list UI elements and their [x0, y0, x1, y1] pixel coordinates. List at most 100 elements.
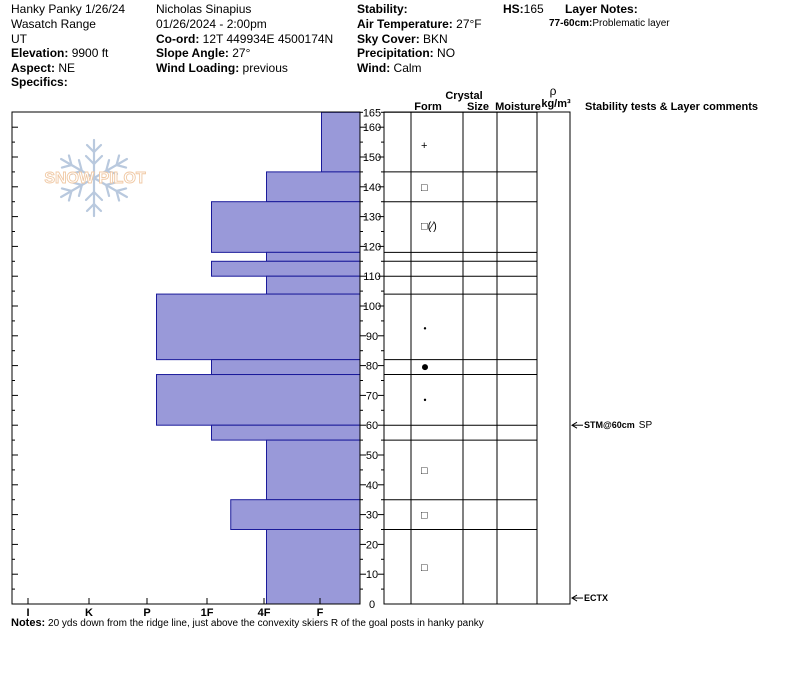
wind-label: Wind:	[357, 61, 391, 75]
test-arrow-head-1	[571, 594, 578, 602]
wind-loading-value: previous	[239, 61, 288, 75]
wind-loading: Wind Loading: previous	[156, 61, 288, 75]
grain-forms: + □ □(⁄) □ □ □	[421, 140, 437, 574]
crystal-frame	[383, 111, 571, 605]
hardness-label-P: P	[143, 607, 150, 619]
elevation-label: Elevation:	[11, 46, 69, 60]
aspect: Aspect: NE	[11, 61, 75, 75]
sky-value: BKN	[419, 32, 448, 46]
sky-label: Sky Cover:	[357, 32, 420, 46]
comments-header: Stability tests & Layer comments	[585, 101, 758, 113]
coordinates: Co-ord: 12T 449934E 4500174N	[156, 32, 333, 46]
stability-test-result-0: SP	[639, 420, 653, 431]
depth-label-110: 110	[363, 271, 381, 283]
depth-label-160: 160	[363, 122, 381, 134]
hardness-bar-10	[266, 439, 361, 501]
slope-value: 27°	[228, 46, 251, 60]
stability-label: Stability:	[357, 2, 408, 16]
elevation: Elevation: 9900 ft	[11, 46, 108, 60]
slope-label: Slope Angle:	[156, 46, 229, 60]
slope-angle: Slope Angle: 27°	[156, 46, 250, 60]
depth-label-40: 40	[366, 480, 378, 492]
depth-label-70: 70	[366, 390, 378, 402]
grain-symbol-7: □	[421, 510, 428, 522]
depth-label-120: 120	[363, 241, 381, 253]
hardness-label-1F: 1F	[201, 607, 214, 619]
depth-label-150: 150	[363, 152, 381, 164]
hardness-bar-9	[211, 424, 361, 441]
stability-test-1: ECTX	[584, 593, 608, 603]
air-temperature: Air Temperature: 27°F	[357, 17, 482, 31]
depth-label-30: 30	[366, 510, 378, 522]
hardness-bar-4	[211, 260, 361, 277]
layer-note: 77-60cm:Problematic layer	[549, 17, 670, 31]
hardness-label-I: I	[26, 607, 29, 619]
depth-label-10: 10	[366, 569, 378, 581]
density-symbol: ρ	[550, 84, 557, 98]
depth-axis: 0 10 20 30 40 50 60 70 80 90 100 110 120 130 140 150 160…	[360, 107, 384, 611]
moisture-header: Moisture	[495, 101, 541, 113]
depth-label-130: 130	[363, 212, 381, 224]
hardness-bar-5	[266, 275, 361, 295]
precip-value: NO	[433, 46, 456, 60]
aspect-value: NE	[55, 61, 76, 75]
elevation-value: 9900 ft	[68, 46, 109, 60]
depth-label-60: 60	[366, 420, 378, 432]
grain-symbol-2: □(⁄)	[421, 221, 437, 233]
snowflake-icon	[55, 138, 133, 218]
coord-value: 12T 449934E 4500174N	[199, 32, 334, 46]
hardness-axis: I K P 1F 4F F	[12, 126, 324, 619]
depth-label-90: 90	[366, 331, 378, 343]
wind-value: Calm	[390, 61, 422, 75]
depth-label-140: 140	[363, 182, 381, 194]
layer-lines	[384, 111, 537, 530]
depth-label-20: 20	[366, 539, 378, 551]
hardness-bar-2	[211, 201, 361, 253]
layer-note-text: Problematic layer	[592, 18, 670, 29]
hs-value: 165	[523, 2, 544, 16]
hardness-label-4F: 4F	[258, 607, 271, 619]
hardness-bar-11	[230, 499, 361, 531]
snow-height: HS:165	[503, 2, 544, 16]
grain-symbol-4	[422, 364, 428, 371]
grain-symbol-1: □	[421, 182, 428, 194]
notes-label: Notes:	[11, 617, 46, 629]
wind: Wind: Calm	[357, 61, 422, 75]
snowpilot-logo: SNOW PILOT	[44, 138, 146, 218]
crystal-header: Crystal	[445, 90, 482, 102]
coord-label: Co-ord:	[156, 32, 200, 46]
air-temp-value: 27°F	[452, 17, 482, 31]
depth-label-80: 80	[366, 361, 378, 373]
hardness-bar-6	[156, 293, 361, 361]
specifics-label: Specifics:	[11, 75, 68, 89]
form-header: Form	[414, 101, 442, 113]
grain-symbol-6: □	[421, 465, 428, 477]
grain-symbol-3	[423, 327, 427, 330]
hardness-bar-7	[211, 359, 361, 376]
grain-symbol-0: +	[421, 140, 427, 152]
hardness-bar-12	[266, 529, 361, 605]
aspect-label: Aspect:	[11, 61, 56, 75]
hardness-bar-0	[321, 111, 361, 173]
hardness-label-K: K	[85, 607, 93, 619]
density-unit: kg/m³	[541, 98, 571, 110]
notes: Notes: 20 yds down from the ridge line, …	[11, 617, 484, 629]
depth-label-100: 100	[363, 301, 381, 313]
depth-label-0: 0	[369, 599, 375, 611]
precipitation: Precipitation: NO	[357, 46, 455, 60]
hs-label: HS:	[503, 2, 524, 16]
profile-title: Hanky Panky 1/26/24	[11, 2, 126, 16]
test-arrow-head-0	[571, 421, 578, 429]
hardness-bar-1	[266, 171, 361, 203]
notes-text: 20 yds down from the ridge line, just ab…	[48, 618, 484, 629]
hardness-bar-3	[266, 251, 361, 262]
logo-text: SNOW PILOT	[44, 170, 146, 187]
hardness-bars	[156, 111, 361, 605]
hardness-bar-8	[156, 374, 361, 426]
chart-frames	[11, 111, 571, 605]
air-temp-label: Air Temperature:	[357, 17, 453, 31]
state: UT	[11, 32, 27, 46]
depth-label-165: 165	[363, 107, 381, 119]
observation-datetime: 01/26/2024 - 2:00pm	[156, 17, 267, 31]
layer-note-range: 77-60cm:	[549, 18, 593, 29]
